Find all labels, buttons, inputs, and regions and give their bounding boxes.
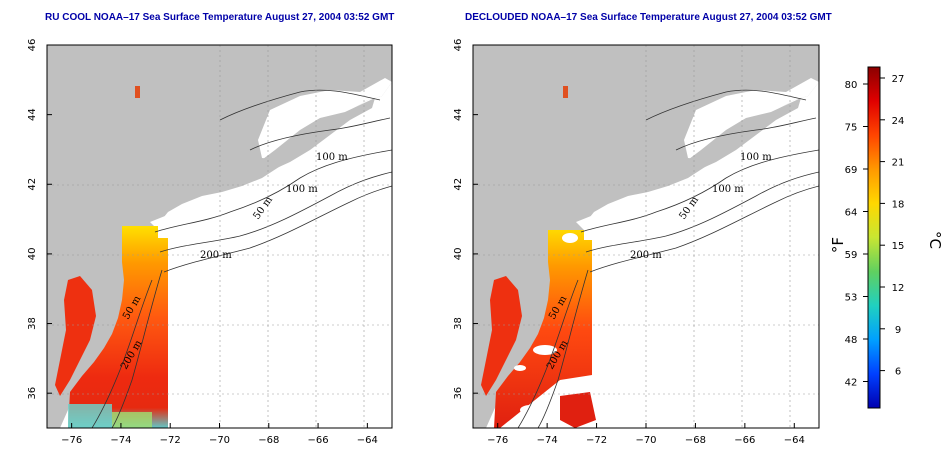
fahrenheit-tick-label: 59 [845,250,858,261]
x-tick-label: −64 [357,435,378,446]
cloud-mask [514,233,578,415]
x-tick-label: −72 [586,435,607,446]
colorbar-scale [867,66,881,409]
x-tick-label: −74 [110,435,131,446]
celsius-tick-label: 27 [892,74,905,85]
x-tick-label: −64 [784,435,805,446]
contour-label: 100 m [712,184,744,195]
nova-scotia [255,98,375,172]
fahrenheit-tick-label: 53 [845,293,858,304]
bathymetry-contours [91,89,392,428]
right-map-panel: 100 m 100 m 50 m 200 m 50 m 200 m −76 −74… [453,39,820,446]
y-tick-label: 44 [27,108,38,121]
contour-label: 200 m [200,250,232,261]
sst-swath [494,230,592,428]
temperature-colorbar: 80 75 69 64 59 53 48 42 27 24 21 18 15 12 9 6 °F °C [829,66,944,409]
x-tick-label: −68 [258,435,279,446]
graticule [473,45,819,428]
x-tick-label: −70 [635,435,656,446]
x-tick-label: −66 [308,435,329,446]
right-axis-ticks: −76 −74 −72 −70 −68 −66 −64 46 44 42 40 38 36 [453,39,805,446]
x-tick-label: −76 [61,435,82,446]
contour-label: 50 m [251,194,275,222]
y-tick-label: 44 [453,108,464,121]
contour-label: 100 m [286,184,318,195]
sst-bay [481,276,522,396]
nova-scotia [681,98,801,172]
y-tick-label: 42 [27,178,38,191]
sst-spot [563,86,568,98]
celsius-tick-label: 21 [892,158,905,169]
celsius-tick-label: 6 [895,367,901,378]
left-map-panel: 100 m 100 m 50 m 200 m 50 m 200 m −76 −74… [27,39,393,446]
cold-patch [112,412,152,428]
left-map-title: RU COOL NOAA–17 Sea Surface Temperature … [45,12,395,23]
fahrenheit-tick-label: 64 [845,208,858,219]
sst-fragment [560,392,596,428]
y-tick-label: 36 [27,387,38,400]
y-tick-label: 46 [27,39,38,52]
x-tick-label: −68 [685,435,706,446]
contour-label: 50 m [677,194,701,222]
celsius-tick-label: 12 [892,283,905,294]
y-tick-label: 38 [453,317,464,330]
right-map-title: DECLOUDED NOAA–17 Sea Surface Temperatur… [465,12,832,23]
y-tick-label: 38 [27,317,38,330]
x-tick-label: −70 [209,435,230,446]
fahrenheit-tick-label: 75 [845,123,858,134]
celsius-tick-label: 18 [892,199,905,210]
contour-label: 100 m [740,152,772,163]
celsius-unit-label: °C [926,231,944,249]
graticule [47,45,392,428]
x-tick-label: −74 [537,435,558,446]
coastal-water [576,202,638,232]
fahrenheit-tick-label: 69 [845,165,858,176]
y-tick-label: 40 [27,248,38,261]
x-tick-label: −72 [160,435,181,446]
x-tick-label: −66 [734,435,755,446]
bathymetry-contours [517,89,819,428]
y-tick-label: 36 [453,387,464,400]
sst-bay [55,276,96,396]
y-tick-label: 42 [453,178,464,191]
celsius-tick-label: 24 [892,116,905,127]
fahrenheit-tick-label: 42 [845,378,858,389]
coastal-water [150,202,212,232]
fahrenheit-tick-label: 48 [845,335,858,346]
cold-patch [68,404,112,428]
sst-spot [135,86,140,98]
sst-swath [68,226,168,428]
fahrenheit-tick-label: 80 [845,80,858,91]
y-tick-label: 40 [453,248,464,261]
fahrenheit-unit-label: °F [829,237,847,253]
colorbar-ticks: 80 75 69 64 59 53 48 42 27 24 21 18 15 12 9 6 [845,74,905,389]
contour-label: 200 m [630,250,662,261]
celsius-tick-label: 9 [895,325,901,336]
contour-label: 100 m [316,152,348,163]
left-axis-ticks: −76 −74 −72 −70 −68 −66 −64 46 44 42 40 38 36 [27,39,378,446]
y-tick-label: 46 [453,39,464,52]
x-tick-label: −76 [487,435,508,446]
celsius-tick-label: 15 [892,241,905,252]
